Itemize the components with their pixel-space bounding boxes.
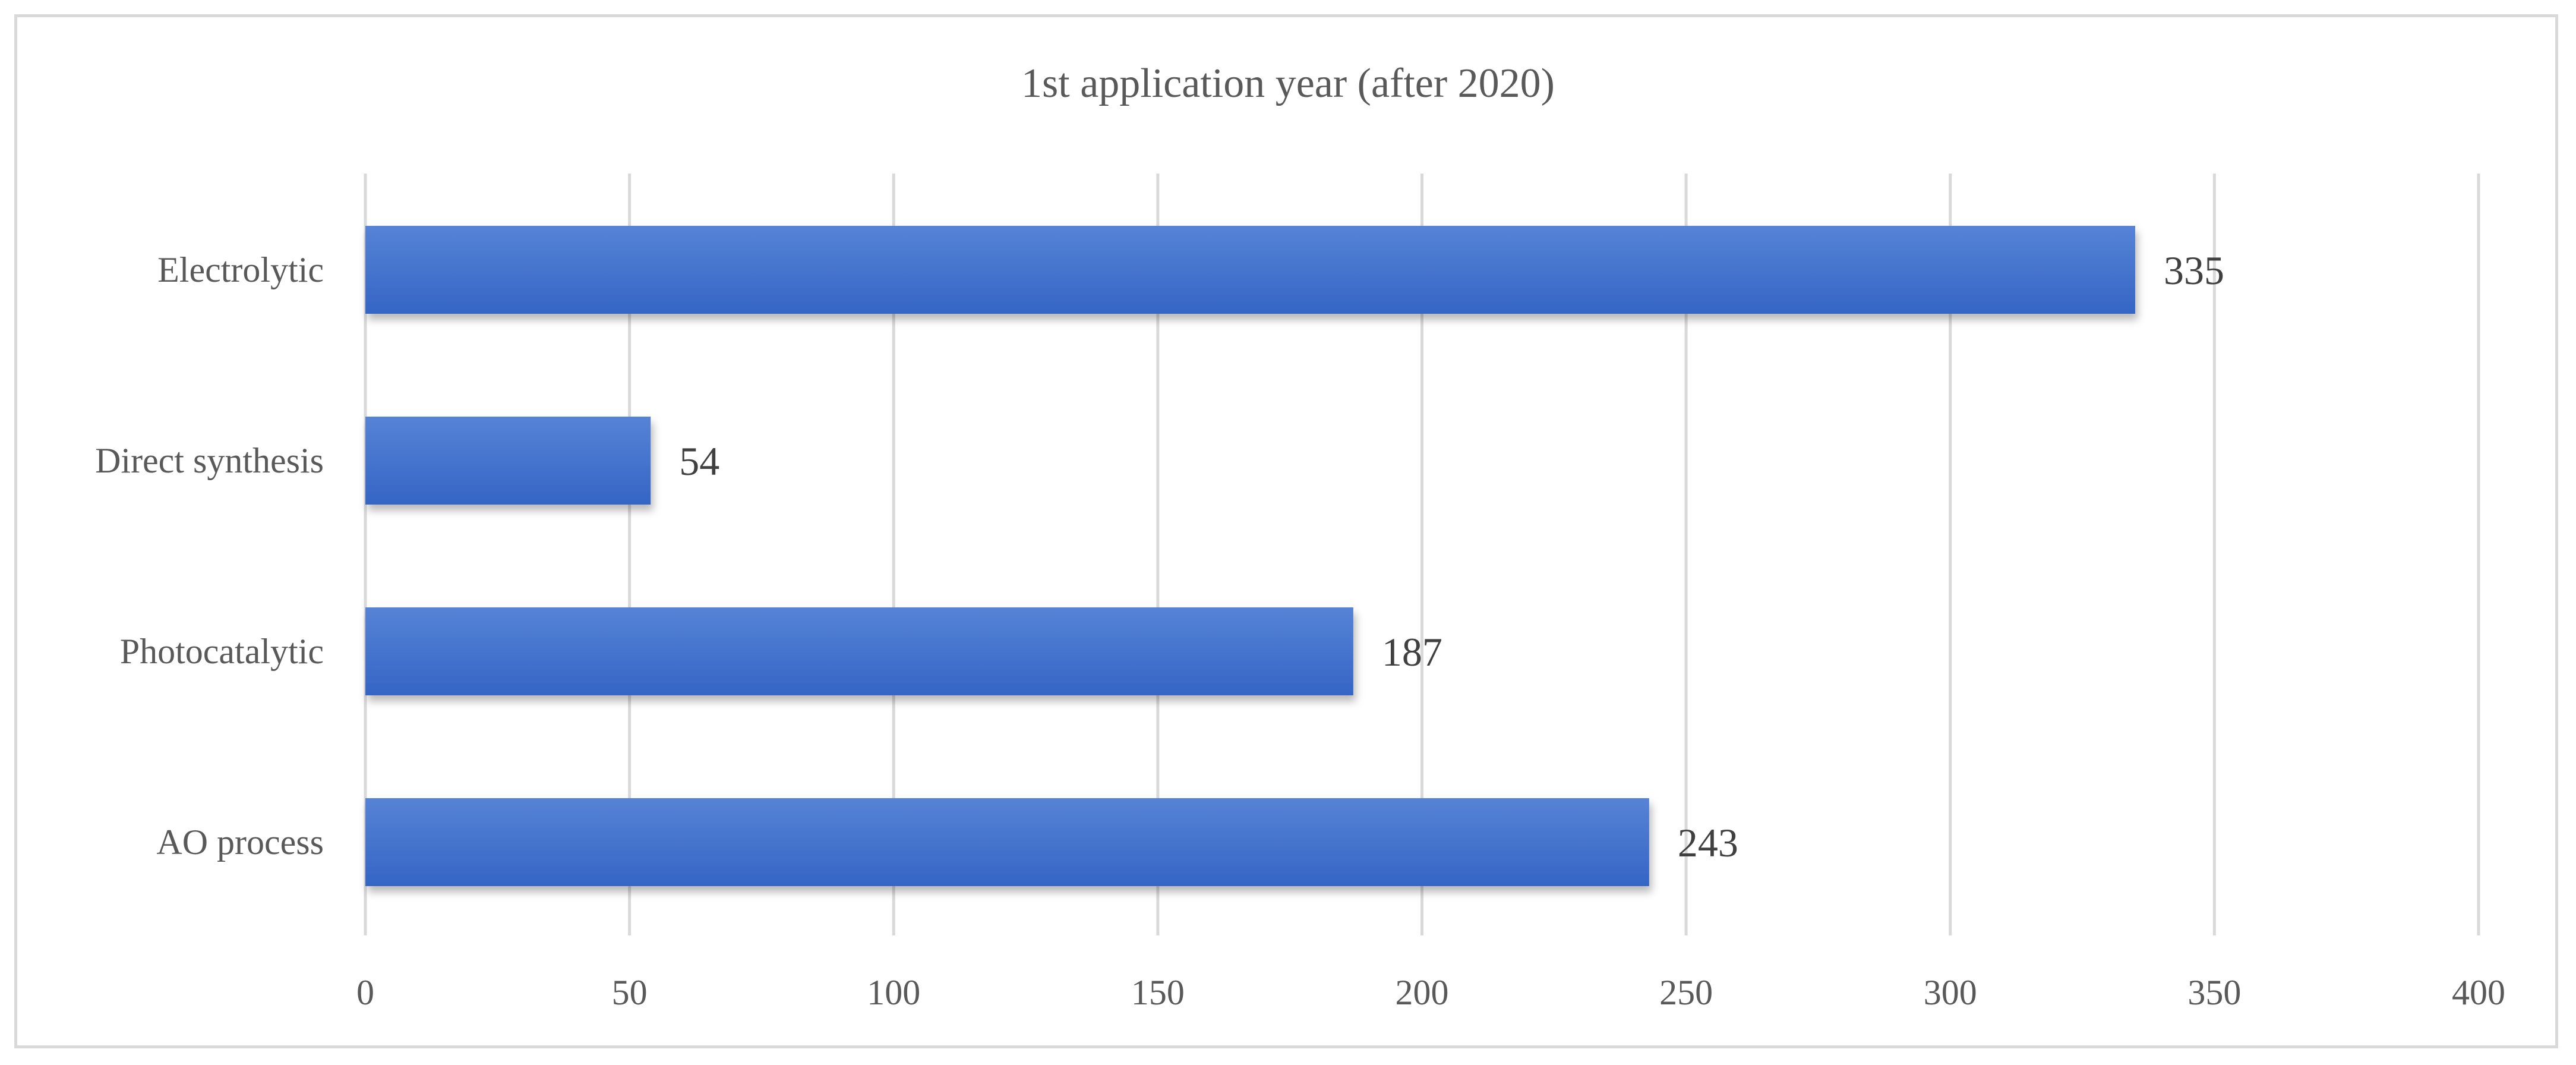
labels: 0 50 100 150 200 250 300 350 400 Electrolytic 335 D… <box>95 248 2505 1012</box>
category-label-electrolytic: Electrolytic <box>157 250 324 289</box>
bar-photocatalytic <box>365 607 1353 695</box>
bar-direct-synthesis <box>365 417 651 505</box>
category-label-ao-process: AO process <box>156 823 324 862</box>
x-tick-label-150: 150 <box>1131 973 1185 1012</box>
data-label-ao-process: 243 <box>1678 820 1738 865</box>
category-label-photocatalytic: Photocatalytic <box>120 632 324 671</box>
x-tick-label-100: 100 <box>867 973 920 1012</box>
data-label-electrolytic: 335 <box>2164 248 2224 293</box>
x-tick-label-300: 300 <box>1924 973 1977 1012</box>
chart-title: 1st application year (after 2020) <box>1021 61 1555 106</box>
bar-ao-process <box>365 798 1649 886</box>
x-tick-label-50: 50 <box>612 973 648 1012</box>
x-tick-label-350: 350 <box>2187 973 2241 1012</box>
data-label-photocatalytic: 187 <box>1382 629 1442 675</box>
category-label-direct-synthesis: Direct synthesis <box>95 441 324 480</box>
data-label-direct-synthesis: 54 <box>679 439 719 484</box>
bar-electrolytic <box>365 226 2135 314</box>
x-tick-label-200: 200 <box>1396 973 1449 1012</box>
x-tick-label-250: 250 <box>1659 973 1713 1012</box>
x-tick-label-0: 0 <box>356 973 374 1012</box>
bars <box>365 226 2135 886</box>
x-tick-label-400: 400 <box>2452 973 2505 1012</box>
